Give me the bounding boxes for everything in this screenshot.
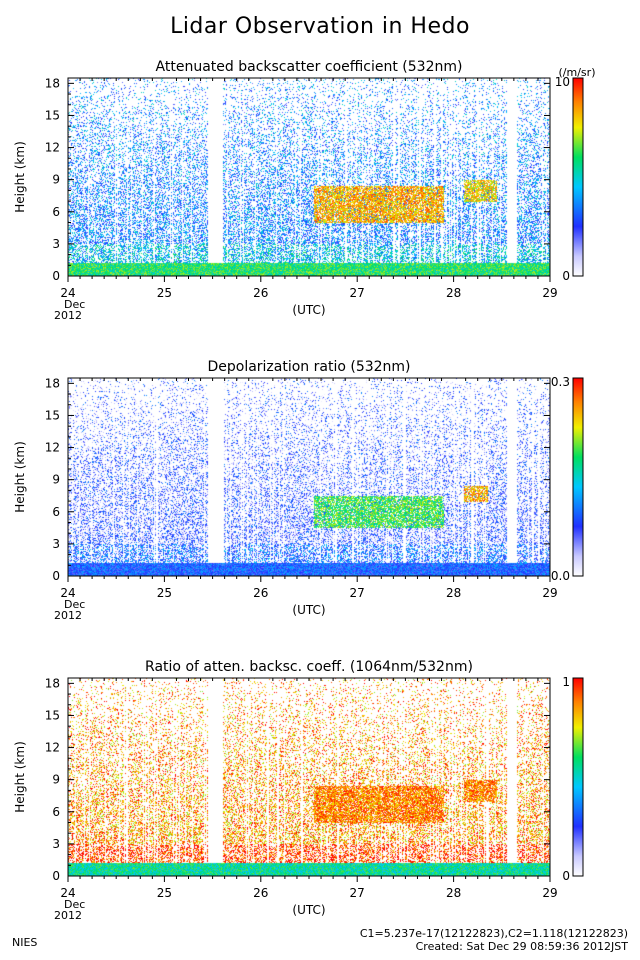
x-tick-label: 27: [350, 286, 365, 300]
page-title: Lidar Observation in Hedo: [170, 14, 470, 39]
heatmap-image: [68, 78, 550, 276]
y-tick-label: 9: [52, 173, 60, 187]
x-tick-label: 25: [157, 286, 172, 300]
y-tick-label: 3: [52, 837, 60, 851]
y-axis-label: Height (km): [13, 141, 27, 212]
colorbar-unit: (/m/sr): [559, 66, 596, 79]
y-tick-label: 6: [52, 205, 60, 219]
panel-title: Attenuated backscatter coefficient (532n…: [156, 59, 463, 75]
colorbar-min-label: 0.0: [551, 569, 570, 583]
y-tick-label: 3: [52, 537, 60, 551]
x-tick-label: 28: [446, 586, 461, 600]
y-axis-label: Height (km): [13, 441, 27, 512]
y-tick-label: 12: [45, 441, 60, 455]
x-axis-label: (UTC): [292, 603, 325, 617]
y-tick-label: 0: [52, 569, 60, 583]
x-sub-year: 2012: [54, 909, 82, 922]
colorbar: [572, 77, 584, 277]
calibration-text: C1=5.237e-17(12122823),C2=1.118(12122823…: [359, 927, 628, 940]
panel-title: Ratio of atten. backsc. coeff. (1064nm/5…: [145, 659, 473, 675]
colorbar-min-label: 0: [562, 869, 570, 883]
y-axis-label: Height (km): [13, 741, 27, 812]
y-tick-label: 9: [52, 473, 60, 487]
y-tick-label: 15: [45, 708, 60, 722]
x-sub-month: Dec: [64, 298, 85, 311]
x-tick-label: 27: [350, 886, 365, 900]
created-timestamp: Created: Sat Dec 29 08:59:36 2012JST: [415, 940, 628, 953]
x-axis-label: (UTC): [292, 303, 325, 317]
colorbar-max-label: 10: [555, 75, 570, 89]
y-tick-label: 18: [45, 76, 60, 90]
x-tick-label: 25: [157, 886, 172, 900]
colorbar-max-label: 1: [562, 675, 570, 689]
panel-title: Depolarization ratio (532nm): [207, 359, 410, 375]
x-tick-label: 27: [350, 586, 365, 600]
x-tick-label: 29: [542, 586, 557, 600]
heatmap-image: [68, 378, 550, 576]
x-sub-month: Dec: [64, 898, 85, 911]
x-tick-label: 28: [446, 886, 461, 900]
x-sub-year: 2012: [54, 609, 82, 622]
heatmap-image: [68, 678, 550, 876]
x-tick-label: 26: [253, 286, 268, 300]
x-tick-label: 26: [253, 886, 268, 900]
x-sub-month: Dec: [64, 598, 85, 611]
y-tick-label: 18: [45, 376, 60, 390]
org-label: NIES: [12, 936, 38, 949]
y-tick-label: 9: [52, 773, 60, 787]
y-tick-label: 6: [52, 505, 60, 519]
y-tick-label: 3: [52, 237, 60, 251]
x-tick-label: 24: [60, 886, 75, 900]
colorbar: [572, 377, 584, 577]
x-sub-year: 2012: [54, 309, 82, 322]
y-tick-label: 18: [45, 676, 60, 690]
x-tick-label: 29: [542, 286, 557, 300]
y-tick-label: 0: [52, 269, 60, 283]
x-tick-label: 25: [157, 586, 172, 600]
x-tick-label: 24: [60, 586, 75, 600]
y-tick-label: 12: [45, 741, 60, 755]
x-tick-label: 24: [60, 286, 75, 300]
y-tick-label: 0: [52, 869, 60, 883]
x-axis-label: (UTC): [292, 903, 325, 917]
colorbar: [572, 677, 584, 877]
y-tick-label: 6: [52, 805, 60, 819]
colorbar-max-label: 0.3: [551, 375, 570, 389]
y-tick-label: 15: [45, 108, 60, 122]
colorbar-min-label: 0: [562, 269, 570, 283]
x-tick-label: 26: [253, 586, 268, 600]
x-tick-label: 29: [542, 886, 557, 900]
y-tick-label: 12: [45, 141, 60, 155]
x-tick-label: 28: [446, 286, 461, 300]
y-tick-label: 15: [45, 408, 60, 422]
